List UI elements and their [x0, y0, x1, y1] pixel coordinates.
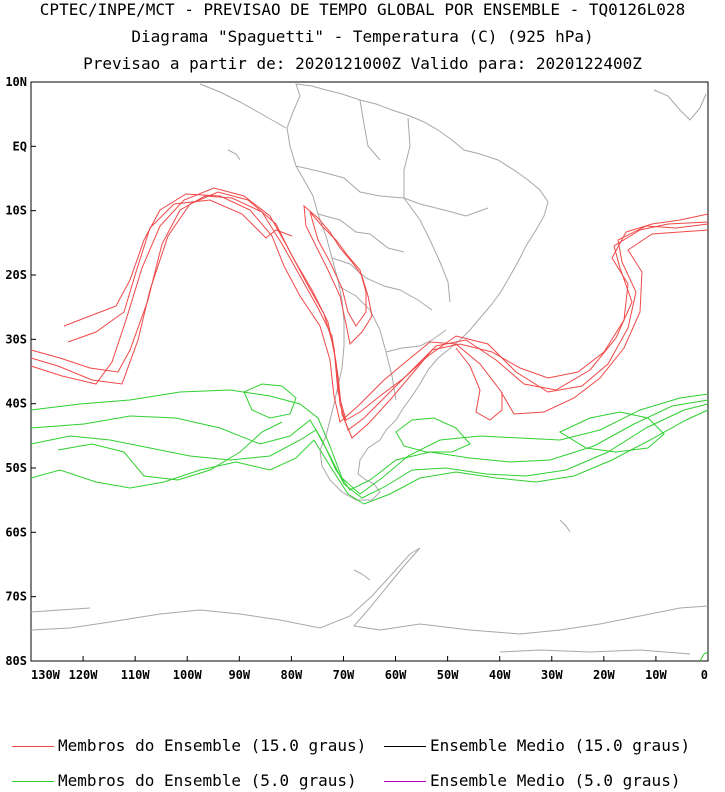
- legend-swatch-mean-5: [384, 781, 426, 782]
- lon-label: 10W: [645, 668, 667, 682]
- contours-5-members: [30, 383, 709, 662]
- lon-label: 60W: [385, 668, 407, 682]
- title-line-3: Previsao a partir de: 2020121000Z Valido…: [83, 54, 642, 73]
- coastlines: [30, 83, 709, 655]
- map-frame: [30, 81, 709, 662]
- lon-label: 0: [701, 668, 708, 682]
- legend-label-mean-15: Ensemble Medio (15.0 graus): [430, 736, 691, 755]
- lon-label: 20W: [593, 668, 615, 682]
- title-line-2: Diagrama "Spaguetti" - Temperatura (C) (…: [131, 27, 594, 46]
- contours-15-members: [30, 187, 709, 439]
- legend-item-mean-15: Ensemble Medio (15.0 graus): [384, 736, 690, 755]
- lon-label: 130W: [31, 668, 61, 682]
- longitude-axis: 130W 120W 110W 100W 90W 80W 70W 60W 50W 40W 30W 20W…: [30, 656, 709, 682]
- legend-swatch-mean-15: [384, 746, 426, 747]
- lon-label: 120W: [69, 668, 99, 682]
- legend-label-members-5: Membros do Ensemble (5.0 graus): [58, 771, 357, 790]
- lon-label: 50W: [437, 668, 459, 682]
- lat-label: 30S: [5, 332, 27, 346]
- legend-swatch-members-15: [12, 746, 54, 747]
- legend-label-members-15: Membros do Ensemble (15.0 graus): [58, 736, 367, 755]
- lon-label: 100W: [173, 668, 203, 682]
- lon-label: 30W: [541, 668, 563, 682]
- lon-label: 70W: [333, 668, 355, 682]
- lon-label: 90W: [228, 668, 250, 682]
- legend-item-members-5: Membros do Ensemble (5.0 graus): [12, 771, 357, 790]
- lat-label: 10N: [5, 75, 27, 89]
- legend-item-members-15: Membros do Ensemble (15.0 graus): [12, 736, 366, 755]
- lon-label: 40W: [489, 668, 511, 682]
- lat-label: 10S: [5, 204, 27, 218]
- legend-label-mean-5: Ensemble Medio (5.0 graus): [430, 771, 681, 790]
- lat-label: 50S: [5, 461, 27, 475]
- spaghetti-map: 10N EQ 10S 20S 30S 40S 50S 60S 70S 80S 130W 120W 11…: [5, 75, 709, 682]
- legend-swatch-members-5: [12, 781, 54, 782]
- lat-label: 80S: [5, 654, 27, 668]
- title-line-1: CPTEC/INPE/MCT - PREVISAO DE TEMPO GLOBA…: [39, 0, 686, 19]
- lon-label: 80W: [281, 668, 303, 682]
- lat-label: 60S: [5, 525, 27, 539]
- lat-label: 40S: [5, 397, 27, 411]
- legend-item-mean-5: Ensemble Medio (5.0 graus): [384, 771, 680, 790]
- lat-label: EQ: [13, 139, 27, 153]
- lat-label: 20S: [5, 268, 27, 282]
- latitude-axis: 10N EQ 10S 20S 30S 40S 50S 60S 70S 80S: [5, 75, 36, 668]
- lon-label: 110W: [121, 668, 151, 682]
- lat-label: 70S: [5, 590, 27, 604]
